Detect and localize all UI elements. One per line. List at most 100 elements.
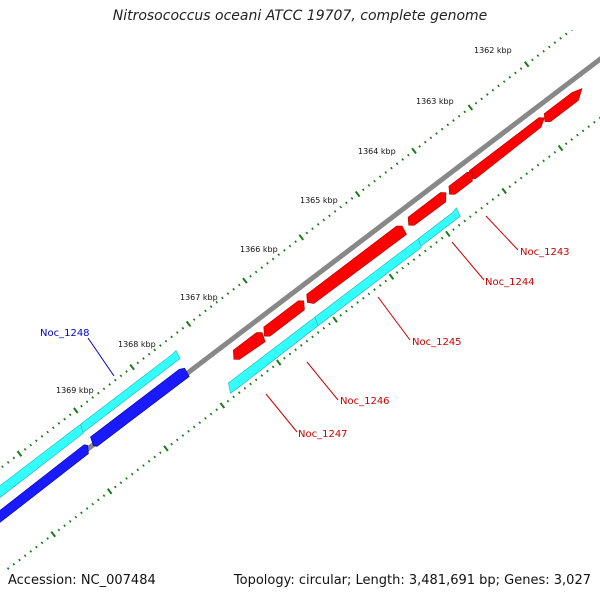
minor-tick [570, 138, 574, 141]
minor-tick [254, 378, 258, 382]
minor-tick [401, 266, 405, 270]
minor-tick [474, 101, 478, 105]
minor-tick [553, 41, 557, 44]
gene-feature[interactable] [543, 88, 583, 123]
minor-tick [571, 30, 574, 31]
minor-tick [232, 395, 235, 399]
gene-feature[interactable] [306, 225, 407, 304]
minor-tick [594, 11, 595, 13]
major-tick [106, 488, 113, 495]
gene-feature[interactable] [448, 171, 474, 195]
minor-tick [6, 567, 10, 570]
major-tick [332, 316, 338, 323]
minor-tick [35, 439, 38, 443]
minor-tick [1, 465, 4, 469]
leader-line [306, 361, 339, 401]
minor-tick [356, 301, 359, 304]
gene-feature[interactable] [0, 424, 84, 514]
minor-tick [125, 477, 128, 480]
minor-tick [418, 253, 421, 257]
gene-label[interactable]: Noc_1246 [340, 396, 390, 407]
reverse-strand [0, 207, 461, 514]
accession-label: Accession: NC_007484 [8, 573, 156, 588]
minor-tick [35, 545, 38, 549]
minor-tick [51, 426, 55, 430]
minor-tick [130, 472, 134, 476]
major-tick [163, 445, 169, 452]
minor-tick [63, 417, 66, 421]
major-tick [411, 147, 417, 154]
minor-tick [587, 125, 591, 128]
inner-tick-ring [6, 116, 600, 570]
leader-line [87, 337, 115, 377]
minor-tick [345, 201, 348, 205]
minor-tick [564, 32, 568, 36]
minor-tick [85, 507, 89, 510]
minor-tick [68, 519, 72, 523]
minor-tick [480, 97, 483, 101]
minor-tick [423, 249, 427, 253]
minor-tick [170, 335, 173, 339]
minor-tick [271, 365, 275, 369]
minor-tick [435, 132, 438, 135]
gene-feature[interactable] [407, 192, 447, 226]
minor-tick [502, 80, 506, 83]
gene-feature[interactable] [263, 300, 305, 337]
minor-tick [514, 71, 517, 75]
minor-tick [350, 305, 354, 309]
minor-tick [237, 283, 241, 287]
gene-feature[interactable] [228, 316, 319, 394]
minor-tick [68, 413, 72, 417]
kbp-label: 1368 kbp [118, 340, 156, 349]
major-tick [501, 187, 507, 195]
gene-feature[interactable] [232, 332, 266, 360]
minor-tick [221, 296, 224, 300]
minor-tick [12, 456, 16, 460]
leader-line [265, 393, 298, 433]
minor-tick [497, 193, 500, 197]
minor-tick [85, 400, 89, 404]
minor-tick [266, 261, 269, 265]
major-tick [73, 407, 79, 414]
gene-label[interactable]: Noc_1248 [40, 328, 90, 339]
minor-tick [588, 16, 589, 18]
minor-tick [446, 123, 450, 127]
minor-tick [547, 45, 551, 49]
minor-tick [577, 24, 578, 26]
minor-tick [97, 391, 100, 395]
minor-tick [80, 511, 83, 515]
minor-tick [102, 387, 106, 391]
minor-tick [407, 153, 410, 157]
highlight-strand [0, 367, 190, 538]
minor-tick [305, 339, 309, 343]
gene-feature[interactable] [0, 444, 89, 538]
minor-tick [429, 136, 433, 140]
minor-tick [373, 288, 376, 291]
gene-label[interactable]: Noc_1244 [485, 277, 535, 288]
minor-tick [395, 271, 399, 274]
leader-line [377, 296, 411, 341]
minor-tick [429, 245, 433, 249]
minor-tick [40, 435, 44, 438]
minor-tick [311, 335, 314, 339]
minor-tick [215, 300, 219, 304]
gene-label[interactable]: Noc_1245 [412, 337, 462, 348]
minor-tick [29, 550, 33, 553]
minor-tick [531, 168, 534, 171]
minor-tick [159, 344, 162, 347]
minor-tick [452, 119, 455, 122]
minor-tick [119, 374, 123, 378]
gene-label[interactable]: Noc_1243 [520, 247, 570, 258]
minor-tick [407, 262, 410, 266]
minor-tick [237, 391, 241, 394]
minor-tick [23, 554, 27, 558]
minor-tick [288, 244, 292, 248]
major-tick [129, 364, 135, 371]
kbp-scale: 1362 kbp 1363 kbp 1364 kbp 1365 kbp 1366… [56, 46, 512, 395]
minor-tick [288, 352, 292, 356]
gene-feature[interactable] [90, 367, 190, 447]
minor-tick [339, 205, 343, 209]
gene-label[interactable]: Noc_1247 [298, 429, 348, 440]
minor-tick [536, 54, 540, 57]
minor-tick [147, 352, 151, 356]
